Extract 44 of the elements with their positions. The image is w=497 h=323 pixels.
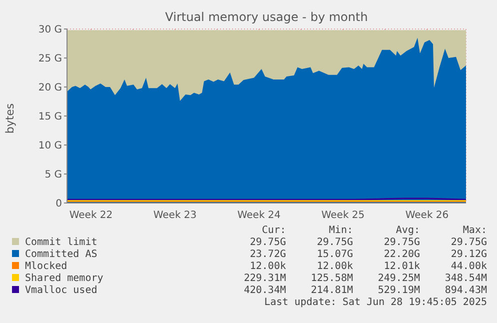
legend-label: Commit limit — [24, 237, 98, 249]
text: 12.00k — [316, 261, 353, 273]
x-tick-label: Week 26 — [405, 210, 449, 222]
text: 420.34M — [242, 285, 286, 297]
legend-label: Committed AS — [24, 249, 98, 261]
text: 29.75G — [316, 237, 353, 249]
legend-label: Mlocked — [24, 261, 68, 273]
text: Avg: — [394, 225, 420, 237]
y-tick-label: 0 — [56, 198, 62, 210]
text: 125.58M — [310, 273, 353, 285]
y-tick-label: 15 G — [38, 112, 62, 123]
text: 29.75G — [382, 237, 420, 249]
text: 249.25M — [376, 273, 420, 285]
text: 12.01k — [382, 261, 420, 273]
y-axis-title: bytes — [4, 103, 17, 134]
x-tick-label: Week 23 — [153, 210, 197, 222]
text: Last update: Sat Jun 28 19:45:05 2025 — [263, 297, 487, 309]
y-tick-label: 20 G — [38, 82, 62, 94]
y-tick-label: 25 G — [38, 54, 62, 65]
text: 44.00k — [450, 261, 487, 273]
text: Min: — [328, 225, 353, 237]
text: 23.72G — [248, 249, 286, 261]
x-tick-label: Week 24 — [237, 210, 281, 222]
y-tick-label: 5 G — [44, 170, 62, 181]
text: 29.75G — [450, 237, 487, 249]
text: 894.43M — [444, 285, 487, 297]
text: Max: — [462, 225, 487, 237]
legend-label: Shared memory — [24, 273, 104, 285]
legend-label: Vmalloc used — [24, 285, 98, 297]
text: Cur: — [260, 225, 286, 237]
text: 15.07G — [316, 249, 353, 261]
text: 348.54M — [444, 273, 487, 285]
chart-title: Virtual memory usage - by month — [164, 10, 369, 24]
x-tick-label: Week 25 — [321, 210, 365, 222]
text: 29.75G — [248, 237, 286, 249]
x-tick-label: Week 22 — [69, 210, 113, 222]
text: 29.12G — [450, 249, 487, 261]
y-tick-label: 10 G — [38, 140, 62, 152]
text: 229.31M — [242, 273, 286, 285]
text: 529.19M — [376, 285, 420, 297]
y-tick-label: 30 G — [38, 24, 62, 36]
text: 22.20G — [382, 249, 420, 261]
text: 12.00k — [248, 261, 286, 273]
text: 214.81M — [310, 285, 353, 297]
